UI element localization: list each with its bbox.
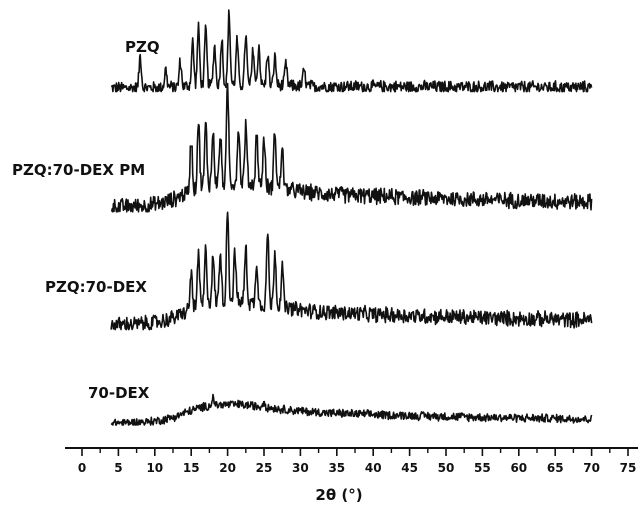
tick-label: 35: [328, 461, 345, 475]
series-line-0: [110, 9, 593, 93]
tick-label: 30: [292, 461, 309, 475]
series-line-3: [110, 393, 593, 426]
tick-label: 15: [183, 461, 200, 475]
tick-label: 45: [401, 461, 418, 475]
x-axis-ticks: 0 5 10 15 20 25 30 35 40 45 50 55 60 65 70 75: [78, 448, 637, 475]
tick-label: 70: [583, 461, 600, 475]
series-line-1: [110, 82, 593, 213]
tick-label: 60: [510, 461, 527, 475]
x-axis-title: 2θ (°): [315, 486, 362, 504]
series-layer: [110, 9, 593, 426]
tick-label: 5: [114, 461, 122, 475]
series-label-pzq-70-dex: PZQ:70-DEX: [45, 278, 147, 296]
series-label-70-dex: 70-DEX: [88, 384, 150, 402]
series-label-pzq-70-dex-pm: PZQ:70-DEX PM: [12, 161, 145, 179]
series-label-pzq: PZQ: [125, 38, 160, 56]
tick-label: 40: [365, 461, 382, 475]
tick-label: 50: [438, 461, 455, 475]
tick-label: 0: [78, 461, 86, 475]
series-labels: PZQ PZQ:70-DEX PM PZQ:70-DEX 70-DEX: [12, 38, 160, 402]
tick-label: 75: [620, 461, 637, 475]
tick-label: 20: [219, 461, 236, 475]
tick-label: 25: [256, 461, 273, 475]
tick-label: 65: [547, 461, 564, 475]
series-line-2: [110, 211, 593, 331]
tick-label: 55: [474, 461, 491, 475]
tick-label: 10: [146, 461, 163, 475]
